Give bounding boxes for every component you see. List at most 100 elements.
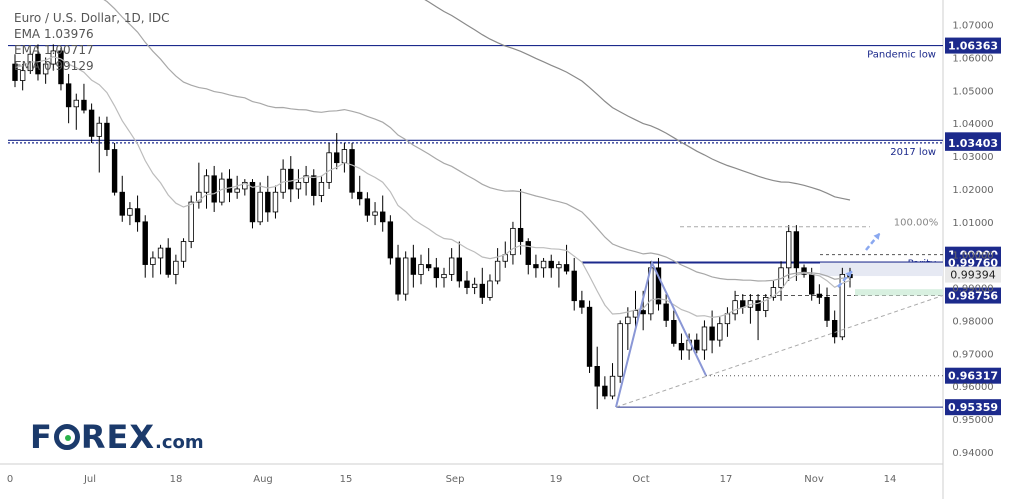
chart-legend: Euro / U.S. Dollar, 1D, IDC EMA 1.03976 … — [14, 10, 170, 74]
candle-down-body — [571, 270, 577, 302]
candle — [387, 215, 394, 265]
ema-line-3 — [14, 56, 851, 319]
candle — [816, 284, 823, 304]
candle-up-body — [73, 99, 79, 108]
y-tick-label: 0.97000 — [952, 349, 993, 360]
candle-up-body — [318, 181, 325, 196]
candle-down-body — [548, 260, 554, 269]
y-tick-label: 1.03000 — [952, 152, 993, 163]
candle — [111, 142, 118, 196]
y-tick-label: 0.98000 — [952, 316, 993, 327]
fib-100-label: 100.00% — [894, 218, 939, 229]
candle-down-body — [831, 319, 838, 338]
candle — [533, 254, 539, 278]
candle — [579, 290, 585, 314]
candle-up-body — [19, 70, 26, 81]
candle-up-body — [617, 323, 623, 377]
candle-down-body — [249, 181, 256, 223]
candle — [65, 73, 72, 124]
candle — [265, 175, 271, 222]
level-label-box-6 — [945, 367, 1001, 384]
candle — [96, 116, 102, 173]
candle-up-body — [127, 208, 133, 216]
candle — [395, 244, 401, 301]
level-label-box-2 — [945, 134, 1001, 151]
abc-wave-lines — [615, 259, 707, 408]
candle — [150, 251, 156, 278]
candle-down-body — [380, 211, 386, 223]
y-tick-label: 1.01000 — [952, 218, 993, 229]
x-tick-label: 18 — [170, 474, 183, 485]
projection-arrow-upper-head — [873, 233, 880, 240]
candle-up-body — [786, 231, 792, 269]
candle — [73, 93, 79, 130]
candle-up-body — [150, 257, 156, 265]
candle — [295, 169, 302, 199]
candle — [448, 248, 455, 281]
candle-down-body — [410, 257, 417, 275]
candle — [747, 294, 754, 324]
candle-up-body — [441, 273, 447, 279]
candle-down-body — [111, 149, 118, 193]
candle-down-body — [425, 264, 432, 269]
candle-down-body — [671, 319, 677, 344]
candle-down-body — [602, 385, 608, 397]
candle-down-body — [709, 326, 715, 341]
candle — [801, 264, 807, 278]
candle — [740, 294, 746, 314]
candle-up-body — [556, 264, 562, 269]
candle — [824, 287, 830, 327]
y-tick-label: 1.04000 — [952, 119, 993, 130]
candle — [441, 267, 447, 288]
ema-line-2 — [103, 0, 851, 282]
candle — [694, 333, 700, 354]
candle-up-body — [188, 201, 194, 242]
candle — [349, 142, 355, 199]
candle — [425, 248, 432, 272]
projection-arrow-lower — [837, 270, 853, 288]
level-annotation-2: 2017 low — [890, 147, 936, 158]
candle — [571, 257, 577, 311]
resistance-zone — [820, 262, 943, 277]
candle-down-body — [655, 267, 662, 305]
candle-down-body — [533, 264, 539, 269]
level-label-box-7 — [945, 399, 1001, 416]
y-tick-label: 1.00000 — [952, 251, 993, 262]
candle-down-body — [808, 273, 815, 295]
y-tick-label: 1.05000 — [952, 86, 993, 97]
candle — [724, 307, 731, 337]
candle-down-body — [563, 264, 570, 272]
candle-up-body — [157, 247, 164, 259]
candle — [165, 238, 171, 278]
candle — [464, 271, 470, 295]
candlesticks — [12, 44, 853, 410]
candle — [763, 294, 769, 318]
candle-down-body — [288, 168, 294, 190]
candle-up-body — [42, 63, 49, 75]
x-tick-label: Jul — [83, 474, 96, 485]
candle-down-body — [433, 267, 440, 279]
current-price-label: 0.99394 — [950, 269, 996, 282]
candle — [318, 175, 325, 203]
candle — [272, 185, 279, 219]
candle — [732, 290, 738, 321]
candle-down-body — [816, 293, 823, 298]
candle — [487, 274, 493, 301]
candle-up-body — [770, 287, 777, 298]
candle-down-body — [119, 191, 125, 216]
x-tick-label: 14 — [884, 474, 897, 485]
candle-down-body — [663, 303, 669, 321]
candle-down-body — [349, 149, 355, 193]
candle — [303, 165, 309, 196]
candle — [540, 257, 547, 278]
candle-down-body — [165, 247, 171, 275]
candle-up-body — [257, 191, 263, 223]
y-tick-label: 0.95000 — [952, 415, 993, 426]
level-label-2: 1.03403 — [948, 137, 998, 150]
projection-arrow-upper — [865, 232, 881, 251]
candle-up-body — [173, 260, 179, 275]
candle — [134, 195, 141, 232]
candle — [717, 317, 723, 347]
